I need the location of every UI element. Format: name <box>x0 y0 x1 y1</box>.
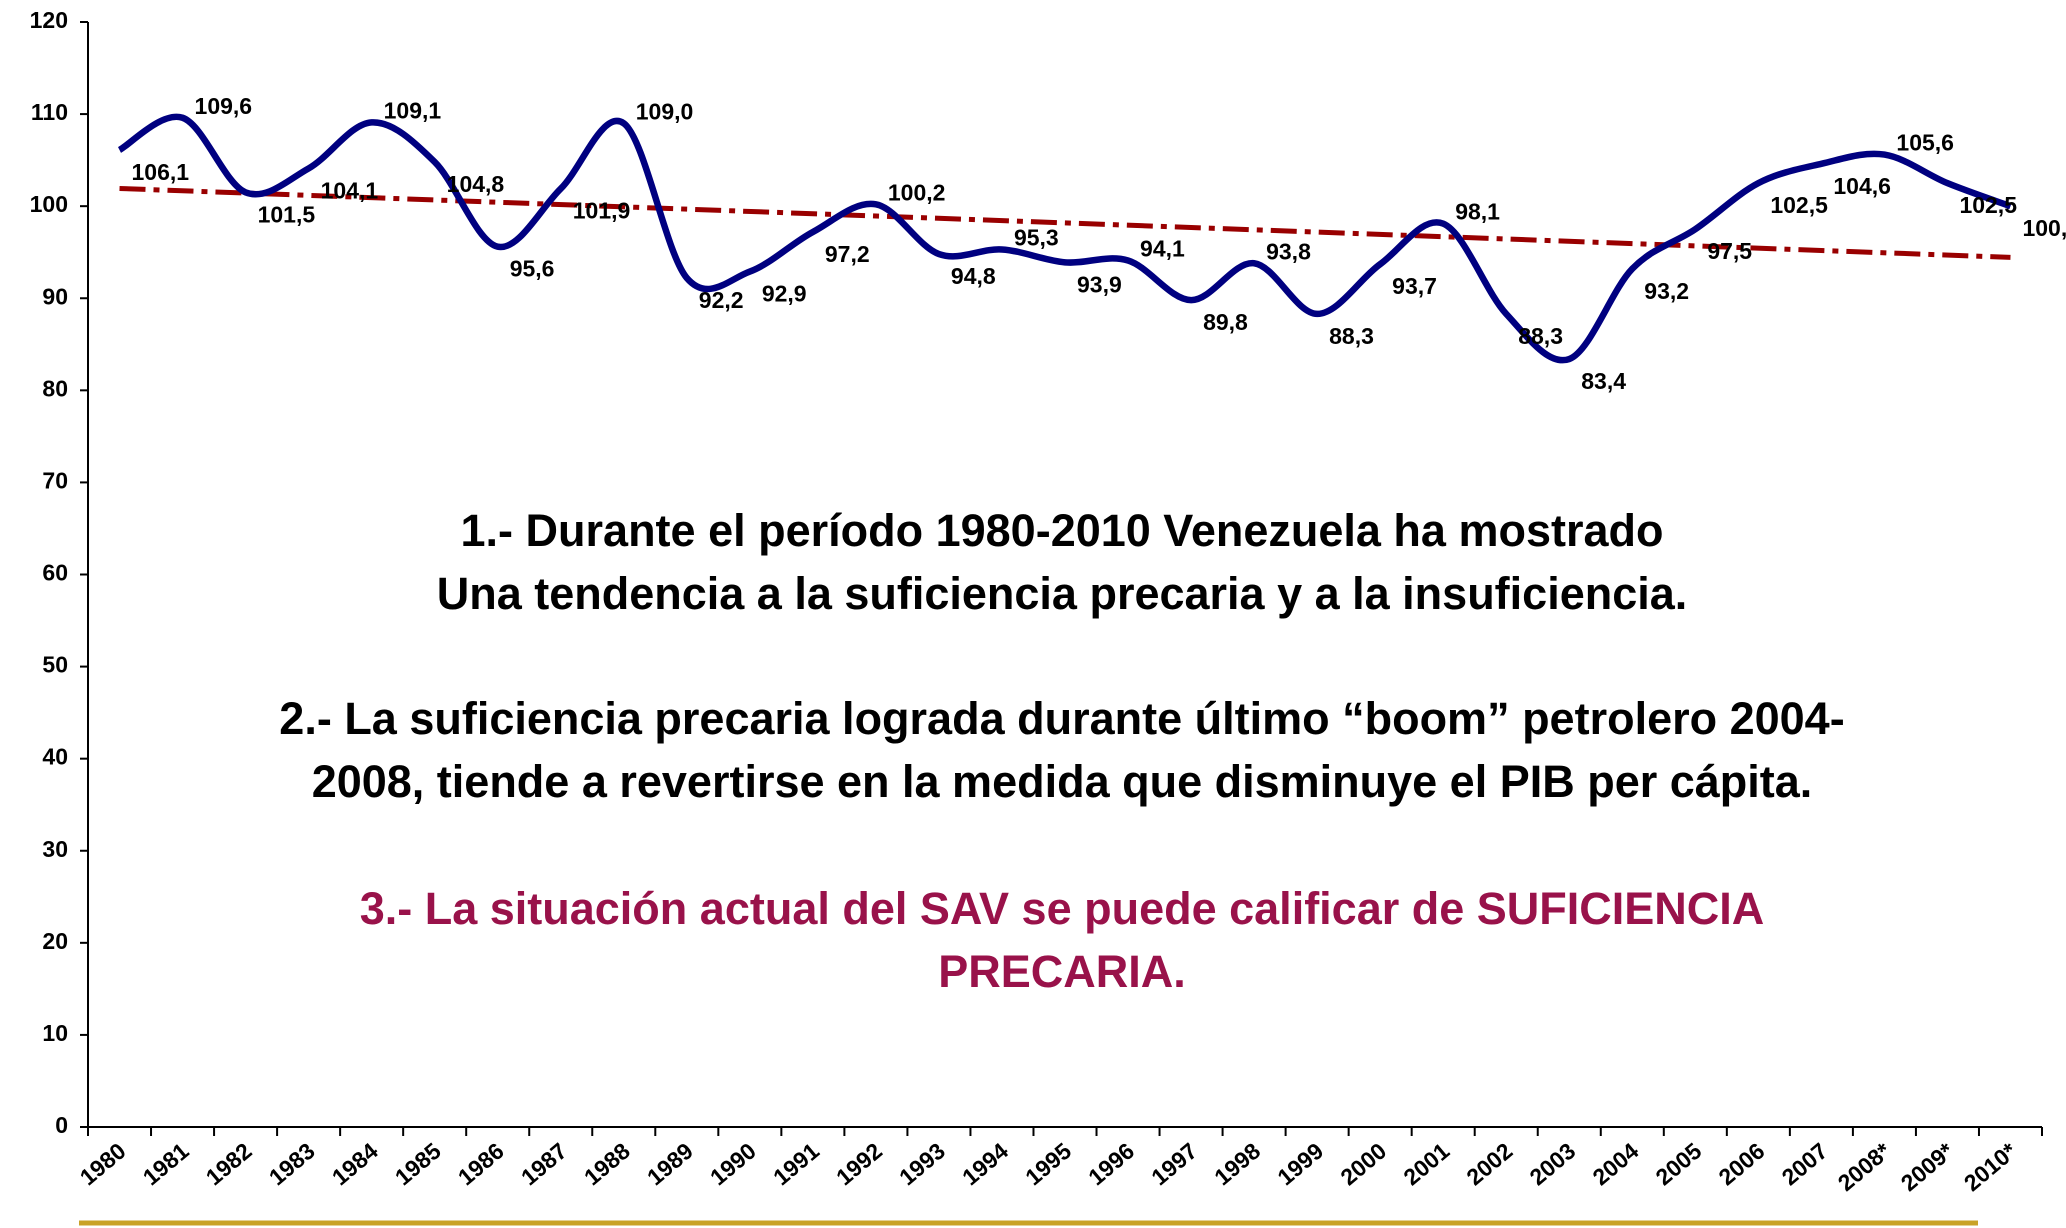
data-label: 104,8 <box>447 171 505 197</box>
y-tick-label: 120 <box>30 7 68 33</box>
x-tick-label: 2008* <box>1833 1138 1896 1197</box>
y-tick-label: 100 <box>30 191 68 217</box>
x-tick-label: 1989 <box>642 1138 698 1191</box>
annotation: Una tendencia a la suficiencia precaria … <box>437 568 1688 619</box>
data-label: 93,2 <box>1644 278 1689 304</box>
data-label: 100,0 <box>2022 215 2066 241</box>
x-tick-label: 1993 <box>894 1138 950 1191</box>
data-label: 89,8 <box>1203 309 1248 335</box>
data-label: 109,6 <box>195 93 253 119</box>
data-line <box>117 113 2012 364</box>
x-tick-label: 2002 <box>1461 1138 1517 1191</box>
x-tick-label: 2005 <box>1651 1137 1707 1190</box>
annotation: PRECARIA. <box>938 946 1186 997</box>
data-label: 97,5 <box>1707 238 1752 264</box>
x-tick-label: 1991 <box>768 1137 824 1190</box>
y-tick-label: 110 <box>31 99 68 125</box>
annotation: 2008, tiende a revertirse en la medida q… <box>312 756 1813 807</box>
x-tick-label: 1990 <box>705 1138 761 1191</box>
x-tick-label: 1982 <box>201 1138 257 1191</box>
x-tick-label: 2003 <box>1524 1138 1580 1191</box>
y-tick-label: 60 <box>42 560 68 586</box>
y-tick-label: 20 <box>42 928 68 954</box>
data-label: 92,2 <box>699 287 744 313</box>
annotation: 3.- La situación actual del SAV se puede… <box>360 883 1765 934</box>
data-label: 88,3 <box>1329 323 1374 349</box>
data-label: 109,0 <box>636 98 694 124</box>
y-tick-label: 30 <box>42 836 68 862</box>
data-label: 102,5 <box>1770 192 1828 218</box>
data-label: 93,9 <box>1077 271 1122 297</box>
data-label: 102,5 <box>1959 192 2017 218</box>
data-label: 93,8 <box>1266 238 1311 264</box>
x-tick-label: 1995 <box>1020 1137 1076 1190</box>
x-tick-label: 1987 <box>516 1138 572 1191</box>
x-tick-label: 1994 <box>957 1137 1013 1190</box>
x-tick-label: 2007 <box>1777 1138 1833 1191</box>
x-tick-label: 1980 <box>75 1138 131 1191</box>
x-tick-label: 1984 <box>327 1137 383 1190</box>
y-tick-label: 0 <box>55 1112 68 1138</box>
x-tick-label: 1986 <box>453 1138 509 1191</box>
data-label: 109,1 <box>384 97 442 123</box>
x-tick-label: 2000 <box>1335 1138 1391 1191</box>
data-label: 106,1 <box>132 159 190 185</box>
x-tick-label: 1992 <box>831 1138 887 1191</box>
annotation: 2.- La suficiencia precaria lograda dura… <box>279 693 1844 744</box>
data-label: 97,2 <box>825 241 870 267</box>
y-tick-label: 10 <box>42 1020 68 1046</box>
data-label: 98,1 <box>1455 199 1500 225</box>
data-label: 101,5 <box>258 201 316 227</box>
x-tick-label: 1997 <box>1146 1138 1202 1191</box>
data-label: 83,4 <box>1581 368 1626 394</box>
x-tick-label: 2010* <box>1959 1138 2022 1197</box>
x-tick-label: 2004 <box>1587 1137 1643 1190</box>
x-tick-label: 1981 <box>138 1137 194 1190</box>
y-tick-label: 70 <box>42 467 68 493</box>
data-label: 92,9 <box>762 281 807 307</box>
x-tick-label: 2009* <box>1896 1138 1959 1197</box>
data-label: 95,6 <box>510 256 555 282</box>
data-label: 100,2 <box>888 179 946 205</box>
y-tick-label: 80 <box>42 375 68 401</box>
x-tick-label: 1998 <box>1209 1137 1265 1190</box>
data-label: 94,1 <box>1140 235 1185 261</box>
x-tick-label: 2001 <box>1398 1137 1454 1190</box>
data-label: 101,9 <box>573 198 631 224</box>
annotation: 1.- Durante el período 1980-2010 Venezue… <box>461 505 1664 556</box>
y-tick-label: 40 <box>42 744 68 770</box>
x-tick-label: 1988 <box>579 1137 635 1190</box>
x-tick-label: 1996 <box>1083 1138 1139 1191</box>
x-tick-label: 1985 <box>390 1137 446 1190</box>
trendline <box>119 185 2011 260</box>
x-tick-label: 2006 <box>1714 1138 1770 1191</box>
x-tick-label: 1983 <box>264 1138 320 1191</box>
x-tick-label: 1999 <box>1272 1138 1328 1191</box>
data-label: 94,8 <box>951 263 996 289</box>
data-label: 105,6 <box>1896 130 1954 156</box>
data-label: 104,1 <box>321 177 379 203</box>
y-tick-label: 50 <box>42 652 68 678</box>
y-tick-label: 90 <box>42 283 68 309</box>
data-label: 95,3 <box>1014 224 1059 250</box>
data-label: 104,6 <box>1833 173 1891 199</box>
data-label: 88,3 <box>1518 323 1563 349</box>
data-label: 93,7 <box>1392 273 1437 299</box>
